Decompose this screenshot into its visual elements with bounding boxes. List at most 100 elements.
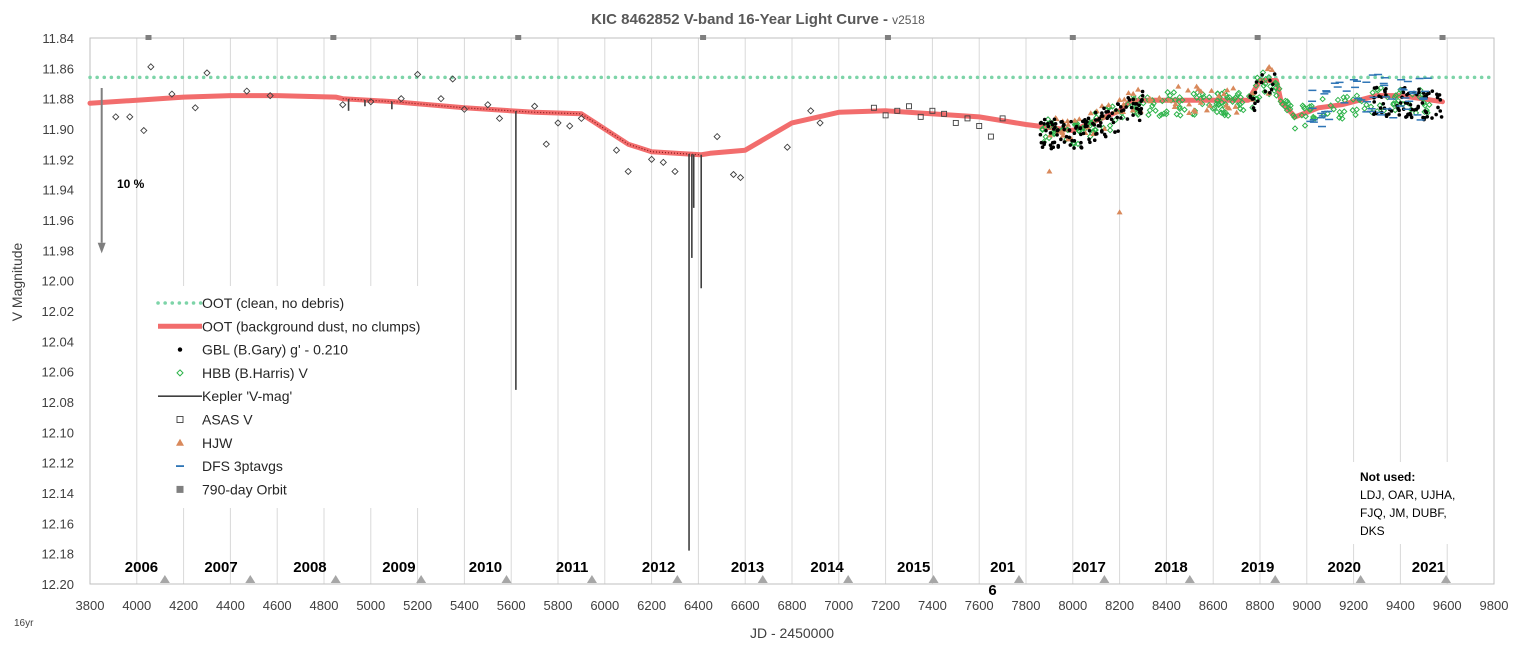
hjw-point bbox=[1208, 87, 1215, 93]
hjw-point bbox=[1171, 104, 1178, 110]
asas-point bbox=[554, 119, 562, 127]
gbl-point bbox=[1107, 114, 1112, 118]
gbl-point bbox=[1100, 114, 1105, 118]
hjw-point bbox=[1193, 83, 1200, 89]
gbl-point bbox=[1131, 97, 1136, 102]
hbb-point bbox=[1390, 100, 1397, 107]
gbl-point bbox=[1110, 111, 1115, 116]
asas-square-point bbox=[999, 115, 1006, 122]
x-tick-label: 9200 bbox=[1339, 598, 1368, 613]
gbl-point bbox=[1067, 128, 1072, 133]
gbl-point bbox=[1268, 90, 1272, 95]
legend-label: OOT (clean, no debris) bbox=[202, 295, 344, 311]
gbl-point bbox=[1116, 102, 1121, 107]
hbb-point bbox=[1176, 94, 1183, 101]
hbb-point bbox=[1273, 92, 1280, 99]
y-tick-label: 11.88 bbox=[42, 92, 74, 107]
y-tick-label: 12.14 bbox=[41, 486, 74, 501]
gbl-point bbox=[1042, 121, 1046, 126]
hbb-point bbox=[1327, 102, 1334, 109]
year-marker bbox=[1355, 575, 1366, 583]
gbl-point bbox=[1436, 105, 1440, 110]
not-used-background bbox=[1352, 462, 1462, 544]
hbb-point bbox=[1301, 122, 1309, 129]
y-tick-label: 11.86 bbox=[42, 61, 74, 76]
hbb-point bbox=[1298, 112, 1306, 119]
hbb-point bbox=[1343, 93, 1351, 101]
year-marker bbox=[501, 575, 512, 583]
year-marker bbox=[1184, 575, 1195, 583]
hbb-point bbox=[1156, 112, 1163, 120]
gbl-point bbox=[1079, 132, 1083, 137]
gbl-point bbox=[1093, 118, 1098, 122]
hbb-point bbox=[1339, 115, 1346, 122]
year-marker bbox=[1270, 575, 1281, 583]
gbl-point bbox=[1098, 120, 1103, 125]
x-tick-label: 4600 bbox=[263, 598, 292, 613]
hbb-point bbox=[1334, 96, 1342, 104]
y-tick-label: 12.16 bbox=[41, 516, 74, 531]
x-tick-label: 9600 bbox=[1433, 598, 1462, 613]
hbb-point bbox=[1282, 97, 1289, 105]
asas-point bbox=[413, 70, 422, 79]
grid-lines bbox=[89, 38, 1495, 584]
gbl-point bbox=[1129, 105, 1134, 110]
asas-point bbox=[612, 146, 621, 154]
gbl-point bbox=[1389, 109, 1394, 113]
gbl-point bbox=[1096, 118, 1101, 122]
orbit-marker bbox=[884, 35, 891, 40]
hjw-point bbox=[1185, 87, 1192, 93]
hjw-point bbox=[1120, 101, 1127, 107]
asas-square-point bbox=[870, 104, 877, 111]
gbl-point bbox=[1405, 101, 1410, 105]
gbl-point bbox=[1126, 96, 1131, 100]
y-tick-label: 11.90 bbox=[42, 122, 74, 137]
hbb-point bbox=[1231, 95, 1238, 103]
year-label: 2013 bbox=[731, 559, 764, 576]
hjw-point bbox=[1071, 117, 1078, 123]
hjw-point bbox=[1076, 116, 1083, 122]
gbl-point bbox=[1124, 105, 1128, 109]
gbl-point bbox=[1259, 80, 1264, 85]
gbl-point bbox=[1421, 91, 1426, 95]
hjw-point bbox=[1224, 87, 1231, 93]
x-tick-label: 8000 bbox=[1058, 598, 1087, 613]
hjw-point bbox=[1233, 109, 1240, 115]
x-tick-label: 6400 bbox=[684, 598, 713, 613]
year-label: 2015 bbox=[897, 559, 930, 576]
gbl-point bbox=[1131, 113, 1135, 117]
gbl-point bbox=[1125, 117, 1130, 121]
not-used-title: Not used: bbox=[1360, 470, 1415, 484]
y-tick-label: 11.98 bbox=[42, 243, 74, 258]
gbl-point bbox=[1052, 117, 1057, 122]
asas-point bbox=[243, 87, 251, 95]
asas-point bbox=[530, 102, 539, 110]
hbb-point bbox=[1124, 101, 1132, 108]
asas-point bbox=[397, 95, 405, 103]
x-tick-label: 7400 bbox=[918, 598, 947, 613]
hbb-point bbox=[1042, 133, 1049, 141]
hbb-point bbox=[1426, 101, 1433, 108]
asas-square-point bbox=[987, 133, 994, 140]
x-tick-label: 3800 bbox=[76, 598, 105, 613]
hjw-point bbox=[1264, 66, 1271, 72]
asas-point bbox=[147, 63, 155, 71]
not-used-line-3: DKS bbox=[1360, 524, 1385, 538]
hjw-point bbox=[1105, 102, 1112, 108]
hbb-point bbox=[1190, 90, 1197, 98]
orbit-marker bbox=[700, 35, 707, 40]
hbb-point bbox=[1353, 106, 1360, 113]
chart-title: KIC 8462852 V-band 16-Year Light Curve -… bbox=[591, 11, 925, 28]
gbl-point bbox=[1079, 145, 1083, 149]
hbb-point bbox=[1222, 109, 1229, 116]
gbl-point bbox=[1045, 121, 1050, 126]
hbb-point bbox=[1276, 85, 1283, 93]
y-tick-label: 12.04 bbox=[41, 334, 74, 349]
hbb-point bbox=[1213, 108, 1221, 116]
hbb-point bbox=[1361, 105, 1368, 112]
gbl-point bbox=[1056, 145, 1061, 149]
asas-point bbox=[542, 140, 550, 148]
asas-square-point bbox=[952, 119, 959, 126]
legend-swatch bbox=[176, 438, 184, 446]
hbb-point bbox=[1262, 75, 1269, 83]
